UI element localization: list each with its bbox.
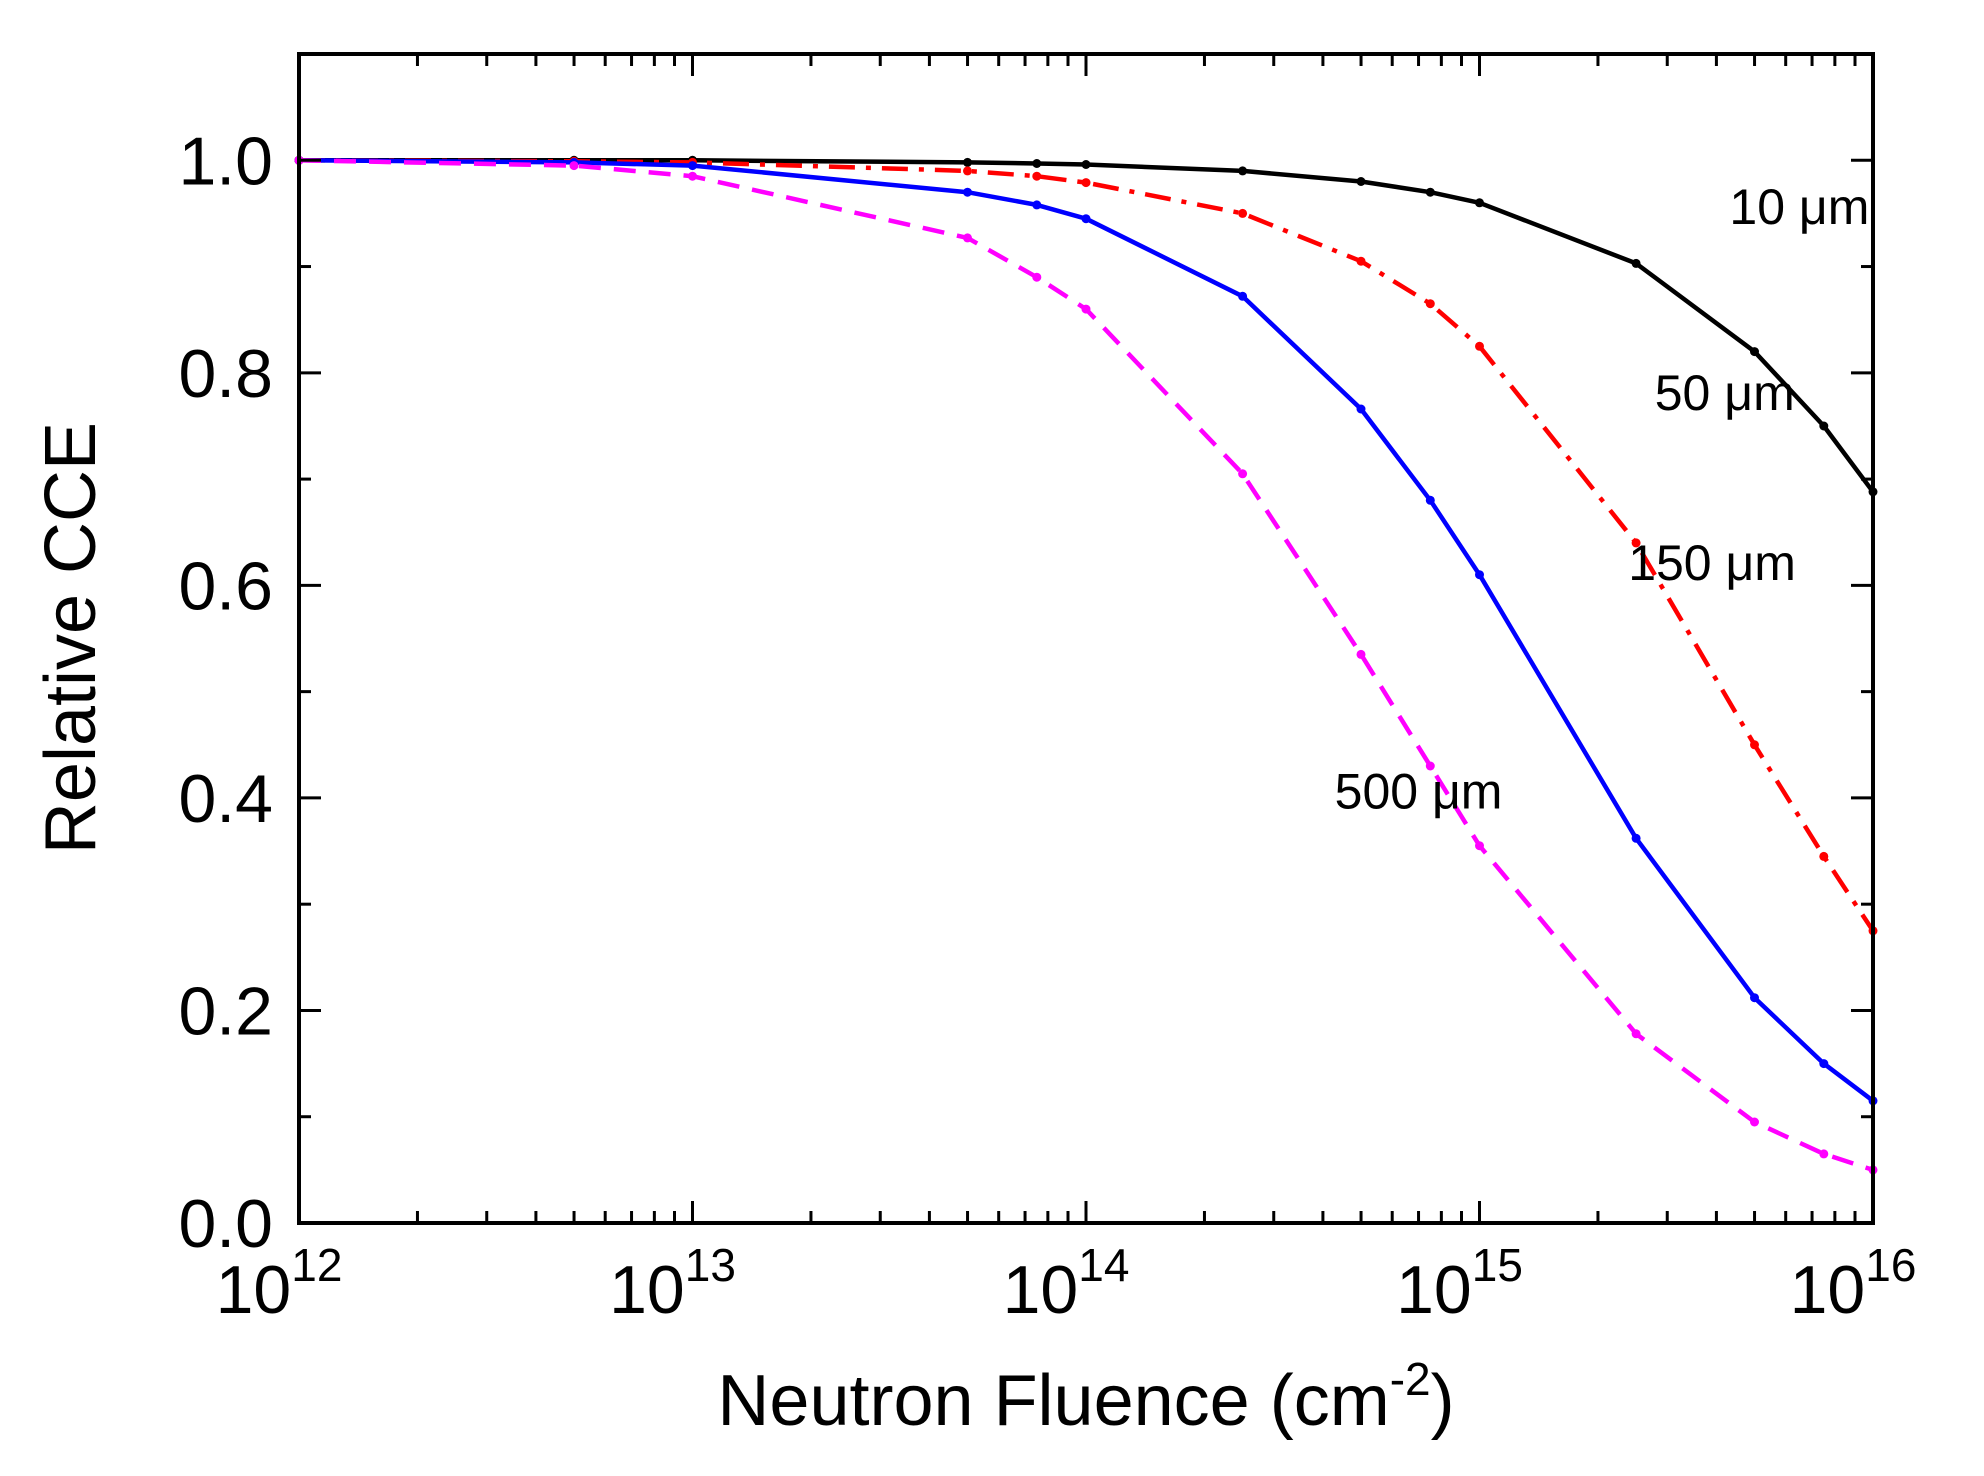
series-1-point-4 xyxy=(1032,171,1042,181)
x-axis-title: Neutron Fluence (cm-2) xyxy=(717,1353,1454,1441)
series-2-point-10 xyxy=(1631,833,1641,843)
series-3-point-6 xyxy=(1238,469,1248,479)
x-tick-label: 1012 xyxy=(216,1239,343,1328)
series-3-point-7 xyxy=(1356,649,1366,659)
series-3-point-8 xyxy=(1425,761,1435,771)
series-label-3: 500 μm xyxy=(1335,764,1503,820)
series-1-point-12 xyxy=(1819,851,1829,861)
series-line-2 xyxy=(298,158,1875,1103)
series-0-point-12 xyxy=(1819,421,1829,431)
y-tick-label: 0.0 xyxy=(178,1186,273,1262)
x-tick-label-base: 10 xyxy=(1003,1252,1079,1328)
series-3-point-9 xyxy=(1475,841,1484,851)
series-label-0: 10 μm xyxy=(1729,179,1869,235)
x-tick-label: 1014 xyxy=(1003,1239,1130,1328)
x-tick-label: 1015 xyxy=(1396,1239,1523,1328)
series-0-point-3 xyxy=(963,157,972,167)
x-axis-title-superscript: -2 xyxy=(1390,1353,1431,1405)
series-label-1: 50 μm xyxy=(1655,365,1795,421)
series-2-point-5 xyxy=(1081,214,1091,224)
y-axis-title: Relative CCE xyxy=(31,422,111,854)
series-0-point-7 xyxy=(1356,177,1366,186)
y-tick-label: 0.2 xyxy=(178,973,273,1049)
series-3-point-10 xyxy=(1631,1029,1641,1039)
x-tick-label-exponent: 12 xyxy=(291,1239,342,1291)
series-0-point-8 xyxy=(1425,187,1435,197)
series-0-point-11 xyxy=(1750,347,1759,357)
series-0-point-10 xyxy=(1631,258,1641,268)
y-tick-label: 0.8 xyxy=(178,336,273,412)
series-label-2: 150 μm xyxy=(1628,535,1796,591)
series-2-point-6 xyxy=(1238,291,1248,301)
x-tick-label: 1013 xyxy=(609,1239,736,1328)
series-3-point-1 xyxy=(569,161,579,171)
x-tick-label-base: 10 xyxy=(216,1252,292,1328)
series-3-point-2 xyxy=(688,171,697,181)
series-2-point-4 xyxy=(1032,200,1042,210)
series-0-point-9 xyxy=(1475,198,1484,208)
x-tick-label-exponent: 16 xyxy=(1865,1239,1916,1291)
x-axis-title-close: ) xyxy=(1431,1361,1455,1441)
x-tick-label-base: 10 xyxy=(1790,1252,1866,1328)
series-line-1 xyxy=(298,158,1875,933)
x-tick-label: 1016 xyxy=(1790,1239,1917,1328)
x-tick-label-exponent: 13 xyxy=(685,1239,736,1291)
series-2-point-9 xyxy=(1475,570,1484,580)
series-3-point-11 xyxy=(1750,1117,1759,1127)
series-1-point-8 xyxy=(1425,299,1435,309)
series-line-3 xyxy=(298,158,1874,1173)
series-1-point-3 xyxy=(963,166,972,176)
series-1-point-9 xyxy=(1475,341,1484,351)
x-axis-title-base: Neutron Fluence (cm xyxy=(717,1361,1389,1441)
y-tick-label: 0.6 xyxy=(178,548,273,624)
series-2-point-11 xyxy=(1750,993,1759,1003)
series-layer xyxy=(294,155,1878,1175)
series-1-point-5 xyxy=(1081,178,1091,188)
tick-layer xyxy=(297,54,1875,1225)
series-line-0 xyxy=(299,158,1875,494)
series-3-point-5 xyxy=(1081,304,1091,314)
x-tick-label-exponent: 14 xyxy=(1078,1239,1129,1291)
series-0-point-6 xyxy=(1238,166,1248,176)
series-1-point-10 xyxy=(1631,538,1641,548)
x-tick-label-base: 10 xyxy=(1396,1252,1472,1328)
x-tick-label-base: 10 xyxy=(609,1252,685,1328)
series-3-point-12 xyxy=(1819,1149,1829,1159)
series-2-point-7 xyxy=(1356,404,1366,414)
series-2-point-12 xyxy=(1819,1059,1829,1069)
series-2-point-3 xyxy=(963,187,972,197)
y-tick-label: 0.4 xyxy=(178,761,273,837)
series-3-point-4 xyxy=(1032,272,1042,282)
series-0-point-4 xyxy=(1032,159,1042,168)
series-3-point-3 xyxy=(963,233,972,243)
series-0-point-5 xyxy=(1081,160,1091,169)
series-1-point-11 xyxy=(1750,740,1759,750)
x-tick-label-exponent: 15 xyxy=(1472,1239,1523,1291)
series-2-point-8 xyxy=(1425,495,1435,505)
annotation-layer: 10 μm 50 μm 150 μm 500 μm xyxy=(1335,179,1870,820)
series-1-point-7 xyxy=(1356,256,1366,266)
y-tick-label: 1.0 xyxy=(178,123,273,199)
series-1-point-6 xyxy=(1238,208,1248,218)
series-2-point-2 xyxy=(688,161,697,171)
